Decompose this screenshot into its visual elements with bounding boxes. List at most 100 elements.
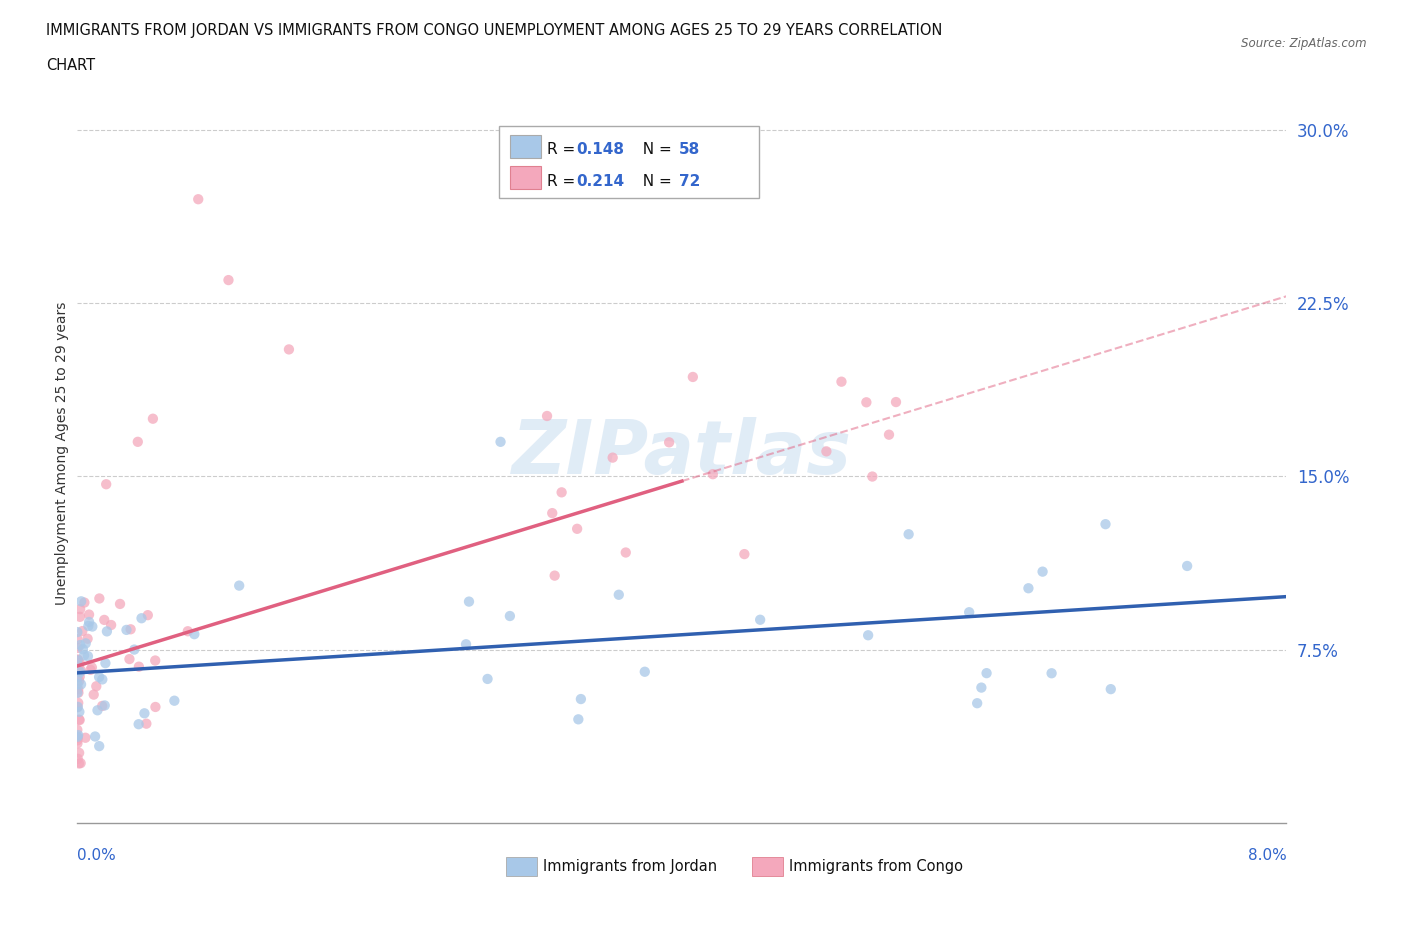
Point bbox=[84, 729, 107, 744]
Point bbox=[66, 729, 89, 744]
Point bbox=[66, 677, 89, 692]
Point bbox=[66, 652, 89, 667]
Point bbox=[458, 594, 481, 609]
Point bbox=[66, 730, 89, 745]
Point bbox=[1099, 682, 1122, 697]
Point bbox=[94, 656, 117, 671]
Point bbox=[278, 342, 301, 357]
Point bbox=[75, 636, 97, 651]
Point bbox=[69, 638, 91, 653]
Point bbox=[163, 693, 186, 708]
Point bbox=[815, 444, 838, 458]
Point bbox=[72, 624, 94, 639]
Text: Source: ZipAtlas.com: Source: ZipAtlas.com bbox=[1241, 37, 1367, 50]
Point bbox=[602, 450, 624, 465]
Point bbox=[1094, 517, 1116, 532]
Point bbox=[897, 526, 920, 541]
Point bbox=[66, 700, 89, 715]
Point bbox=[66, 663, 89, 678]
Point bbox=[82, 619, 104, 634]
Point bbox=[75, 730, 97, 745]
Point bbox=[69, 670, 91, 684]
Point bbox=[143, 653, 166, 668]
Point bbox=[128, 717, 150, 732]
Point bbox=[87, 670, 110, 684]
Text: 72: 72 bbox=[679, 174, 700, 189]
Point bbox=[976, 666, 998, 681]
Point bbox=[733, 547, 755, 562]
Point bbox=[89, 591, 111, 606]
Point bbox=[187, 192, 209, 206]
Point bbox=[682, 369, 704, 384]
Point bbox=[136, 607, 159, 622]
Point bbox=[67, 696, 90, 711]
Point bbox=[67, 712, 90, 727]
Point bbox=[177, 624, 200, 639]
Text: IMMIGRANTS FROM JORDAN VS IMMIGRANTS FROM CONGO UNEMPLOYMENT AMONG AGES 25 TO 29: IMMIGRANTS FROM JORDAN VS IMMIGRANTS FRO… bbox=[46, 23, 943, 38]
Point bbox=[69, 602, 91, 617]
Point bbox=[115, 622, 138, 637]
Point bbox=[66, 670, 89, 684]
Point bbox=[66, 625, 89, 640]
Text: N =: N = bbox=[633, 174, 676, 189]
Point bbox=[565, 522, 588, 537]
Point bbox=[489, 434, 512, 449]
Point bbox=[79, 662, 101, 677]
Text: CHART: CHART bbox=[46, 58, 96, 73]
Point bbox=[855, 395, 877, 410]
Point bbox=[567, 711, 589, 726]
Point bbox=[67, 685, 90, 700]
Point bbox=[970, 680, 993, 695]
Point bbox=[128, 659, 150, 674]
Point bbox=[856, 628, 879, 643]
Point bbox=[67, 682, 90, 697]
Point bbox=[66, 699, 89, 714]
Point bbox=[877, 427, 900, 442]
Point bbox=[67, 746, 90, 761]
Point bbox=[218, 272, 240, 287]
Point bbox=[67, 756, 90, 771]
Point bbox=[1040, 666, 1063, 681]
Point bbox=[120, 622, 142, 637]
Text: 0.214: 0.214 bbox=[576, 174, 624, 189]
Text: R =: R = bbox=[547, 142, 581, 157]
Point bbox=[67, 659, 90, 674]
Point bbox=[73, 595, 96, 610]
Y-axis label: Unemployment Among Ages 25 to 29 years: Unemployment Among Ages 25 to 29 years bbox=[55, 301, 69, 605]
Point bbox=[536, 408, 558, 423]
Point bbox=[91, 672, 114, 687]
Text: R =: R = bbox=[547, 174, 581, 189]
Point bbox=[228, 578, 250, 593]
Point bbox=[543, 568, 565, 583]
Point bbox=[541, 506, 564, 521]
Point bbox=[86, 703, 108, 718]
Point bbox=[66, 736, 89, 751]
Text: 8.0%: 8.0% bbox=[1247, 848, 1286, 863]
Point bbox=[569, 692, 592, 707]
Point bbox=[884, 394, 907, 409]
Point bbox=[135, 716, 157, 731]
Point bbox=[70, 594, 93, 609]
Point bbox=[499, 608, 522, 623]
Point bbox=[67, 704, 90, 719]
Point bbox=[550, 485, 572, 499]
Point bbox=[1017, 581, 1039, 596]
Point bbox=[634, 664, 657, 679]
Point bbox=[749, 612, 772, 627]
Point bbox=[80, 660, 103, 675]
Point bbox=[96, 624, 118, 639]
Point bbox=[84, 679, 107, 694]
Point bbox=[66, 751, 89, 766]
Point bbox=[93, 698, 115, 713]
Point bbox=[89, 738, 111, 753]
Text: N =: N = bbox=[633, 142, 676, 157]
Point bbox=[83, 687, 105, 702]
Point bbox=[66, 723, 89, 737]
Point bbox=[100, 618, 122, 632]
Point bbox=[142, 411, 165, 426]
Point bbox=[69, 609, 91, 624]
Point bbox=[67, 673, 90, 688]
Point bbox=[830, 374, 852, 389]
Point bbox=[66, 641, 89, 656]
Point bbox=[118, 652, 141, 667]
